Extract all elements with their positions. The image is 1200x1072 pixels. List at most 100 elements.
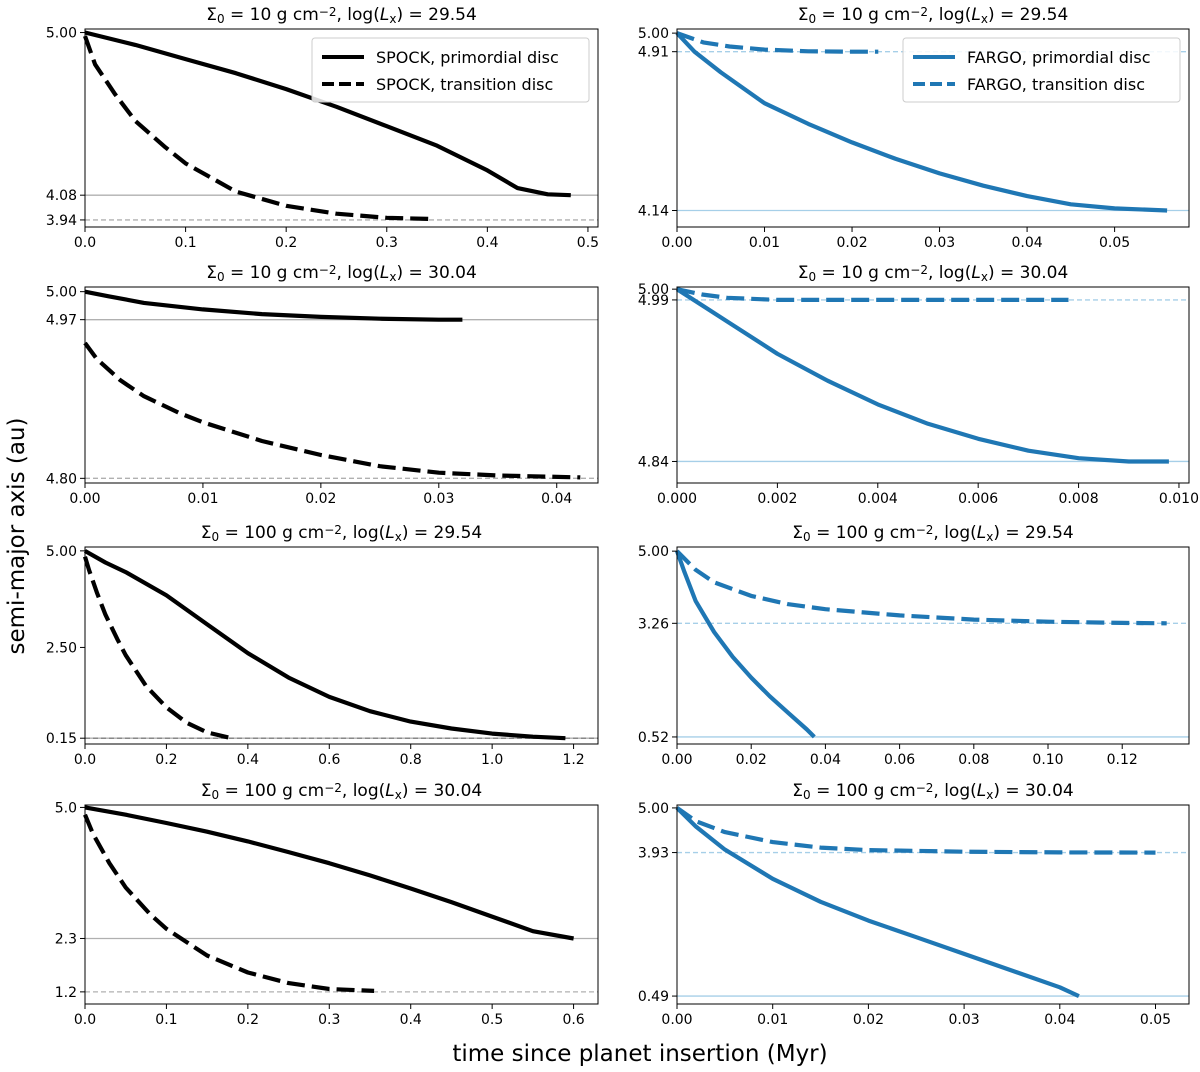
panel-title-p21: Σ0 = 10 g cm−2, log(Lx) = 30.04 bbox=[206, 263, 477, 284]
axes-frame-p41 bbox=[84, 804, 599, 1005]
panel-p31: 0.0 0.2 0.4 0.6 0.8 1.0 1.2 5.00 2.50 0.15 Σ0 = 10… bbox=[46, 523, 599, 768]
x-tick-label-p11-5: 0.5 bbox=[577, 235, 599, 251]
series-line-p11-transition bbox=[83, 35, 433, 222]
x-tick-label-p32-0: 0.00 bbox=[661, 752, 692, 768]
x-tick-label-p12-2: 0.02 bbox=[836, 235, 867, 251]
series-line-p12-transition bbox=[676, 31, 879, 54]
axes-frame-p12 bbox=[676, 28, 1190, 228]
series-line-p22-transition bbox=[676, 287, 1069, 302]
legend-label-p12-1: FARGO, transition disc bbox=[967, 75, 1145, 94]
axes-frame-p11 bbox=[84, 28, 599, 228]
x-tick-label-p12-1: 0.01 bbox=[749, 235, 780, 251]
x-tick-label-p11-0: 0.0 bbox=[74, 235, 96, 251]
x-tick-label-p41-6: 0.6 bbox=[562, 1012, 584, 1028]
x-tick-label-p41-3: 0.3 bbox=[318, 1012, 340, 1028]
y-tick-label-p21-1: 4.97 bbox=[46, 313, 77, 329]
x-tick-label-p12-0: 0.00 bbox=[661, 235, 692, 251]
panel-title-p31: Σ0 = 100 g cm−2, log(Lx) = 29.54 bbox=[201, 523, 482, 544]
x-tick-label-p31-1: 0.2 bbox=[155, 752, 177, 768]
y-tick-label-p42-2: 0.49 bbox=[638, 989, 669, 1005]
series-line-p22-primordial bbox=[675, 287, 1169, 464]
x-tick-label-p42-1: 0.01 bbox=[757, 1012, 788, 1028]
y-tick-label-p41-1: 2.3 bbox=[55, 931, 77, 947]
x-tick-label-p42-2: 0.02 bbox=[853, 1012, 884, 1028]
x-axis-label: time since planet insertion (Myr) bbox=[452, 1041, 827, 1067]
x-tick-label-p21-1: 0.01 bbox=[187, 491, 218, 507]
panel-title-p11: Σ0 = 10 g cm−2, log(Lx) = 29.54 bbox=[206, 5, 477, 26]
y-tick-label-p11-0: 5.00 bbox=[46, 26, 77, 42]
x-tick-label-p41-2: 0.2 bbox=[237, 1012, 259, 1028]
y-tick-label-p32-2: 0.52 bbox=[638, 730, 669, 746]
x-tick-label-p41-5: 0.5 bbox=[481, 1012, 503, 1028]
x-tick-label-p12-5: 0.05 bbox=[1099, 235, 1130, 251]
axes-frame-p21 bbox=[84, 286, 599, 484]
legend-label-p11-1: SPOCK, transition disc bbox=[376, 75, 553, 94]
x-tick-label-p32-1: 0.02 bbox=[736, 752, 767, 768]
series-line-p21-transition bbox=[83, 341, 581, 480]
axes-frame-p42 bbox=[676, 804, 1190, 1005]
x-tick-label-p31-2: 0.4 bbox=[237, 752, 259, 768]
axes-frame-p22 bbox=[676, 286, 1190, 484]
x-tick-label-p12-3: 0.03 bbox=[924, 235, 955, 251]
panel-p22: 0.000 0.002 0.004 0.006 0.008 0.010 5.004.99 4.… bbox=[638, 263, 1199, 507]
x-tick-label-p31-0: 0.0 bbox=[74, 752, 96, 768]
panel-title-p12: Σ0 = 10 g cm−2, log(Lx) = 29.54 bbox=[798, 5, 1069, 26]
y-tick-label-p31-1: 2.50 bbox=[46, 640, 77, 656]
x-tick-label-p42-3: 0.03 bbox=[949, 1012, 980, 1028]
x-tick-label-p11-4: 0.4 bbox=[476, 235, 498, 251]
x-tick-label-p22-5: 0.010 bbox=[1159, 491, 1199, 507]
axes-frame-p31 bbox=[84, 546, 599, 745]
x-tick-label-p32-3: 0.06 bbox=[884, 752, 915, 768]
series-line-p41-primordial bbox=[84, 805, 574, 941]
y-tick-label-p42-1: 3.93 bbox=[638, 846, 669, 862]
y-tick-label-p42-0: 5.00 bbox=[638, 801, 669, 817]
x-tick-label-p32-4: 0.08 bbox=[958, 752, 989, 768]
x-tick-label-p41-1: 0.1 bbox=[155, 1012, 177, 1028]
panel-p41: 0.0 0.1 0.2 0.3 0.4 0.5 0.6 5.0 2.3 1.2 Σ0 = 100 g… bbox=[55, 781, 599, 1028]
legend-box-p12 bbox=[902, 37, 1181, 103]
y-tick-label-p11-2: 3.94 bbox=[46, 213, 77, 229]
panels-group: 0.0 0.1 0.2 0.3 0.4 0.5 5.00 4.08 3.94 Σ0 = 10 g … bbox=[46, 5, 1199, 1028]
y-tick-label-p31-2: 0.15 bbox=[46, 731, 77, 747]
y-tick-label-p12-2: 4.14 bbox=[638, 204, 669, 220]
x-tick-label-p32-6: 0.12 bbox=[1107, 752, 1138, 768]
x-tick-label-p22-2: 0.004 bbox=[858, 491, 898, 507]
x-tick-label-p31-3: 0.6 bbox=[318, 752, 340, 768]
series-line-p21-primordial bbox=[84, 289, 463, 322]
axes-frame-p32 bbox=[676, 546, 1190, 745]
x-tick-label-p22-0: 0.000 bbox=[657, 491, 697, 507]
series-line-p41-transition bbox=[83, 813, 375, 993]
y-tick-label-p21-2: 4.80 bbox=[46, 471, 77, 487]
series-line-p11-primordial bbox=[84, 30, 571, 198]
x-tick-label-p11-2: 0.2 bbox=[275, 235, 297, 251]
y-tick-label-p22-0: 5.00 bbox=[638, 282, 669, 298]
series-line-p32-primordial bbox=[675, 550, 816, 739]
series-line-p31-primordial bbox=[83, 549, 566, 741]
legend-label-p11-0: SPOCK, primordial disc bbox=[376, 48, 559, 67]
x-tick-label-p32-2: 0.04 bbox=[810, 752, 841, 768]
y-tick-label-p21-0: 5.00 bbox=[46, 285, 77, 301]
x-tick-label-p22-3: 0.006 bbox=[958, 491, 998, 507]
x-tick-label-p11-1: 0.1 bbox=[174, 235, 196, 251]
series-line-p32-transition bbox=[675, 549, 1167, 626]
x-tick-label-p22-1: 0.002 bbox=[757, 491, 797, 507]
y-tick-label-p32-0: 5.00 bbox=[638, 544, 669, 560]
x-tick-label-p31-4: 0.8 bbox=[400, 752, 422, 768]
panel-title-p22: Σ0 = 10 g cm−2, log(Lx) = 30.04 bbox=[798, 263, 1069, 284]
panel-p42: 0.00 0.01 0.02 0.03 0.04 0.05 5.00 3.93 0.49 Σ0 =… bbox=[638, 781, 1190, 1028]
legend-p11: SPOCK, primordial disc SPOCK, transition … bbox=[311, 37, 590, 103]
y-tick-label-p22-1: 4.99 bbox=[638, 293, 669, 309]
x-tick-label-p41-4: 0.4 bbox=[400, 1012, 422, 1028]
panel-title-p42: Σ0 = 100 g cm−2, log(Lx) = 30.04 bbox=[792, 781, 1073, 802]
x-tick-label-p12-4: 0.04 bbox=[1011, 235, 1042, 251]
y-tick-label-p41-0: 5.0 bbox=[55, 800, 77, 816]
x-tick-label-p22-4: 0.008 bbox=[1059, 491, 1099, 507]
x-tick-label-p42-0: 0.00 bbox=[661, 1012, 692, 1028]
legend-label-p12-0: FARGO, primordial disc bbox=[967, 48, 1150, 67]
x-tick-label-p11-3: 0.3 bbox=[376, 235, 398, 251]
x-tick-label-p42-5: 0.05 bbox=[1140, 1012, 1171, 1028]
panel-p32: 0.00 0.02 0.04 0.06 0.08 0.10 0.12 5.00 3.26 0.52… bbox=[638, 523, 1190, 768]
y-tick-label-p31-0: 5.00 bbox=[46, 544, 77, 560]
x-tick-label-p31-5: 1.0 bbox=[481, 752, 503, 768]
x-tick-label-p41-0: 0.0 bbox=[74, 1012, 96, 1028]
